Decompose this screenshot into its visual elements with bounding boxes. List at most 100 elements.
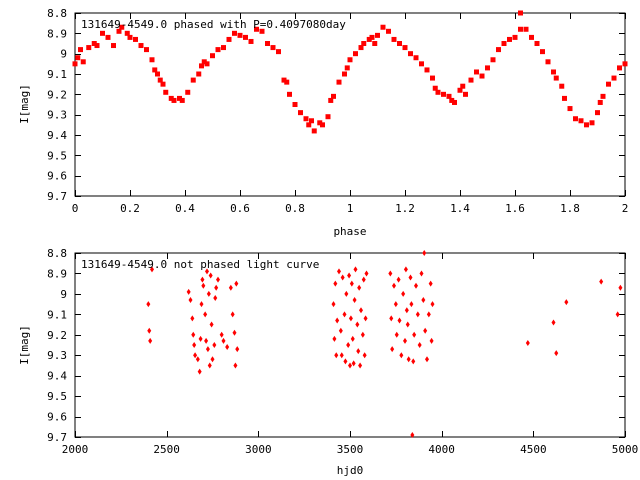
data-point (518, 10, 523, 16)
data-point (179, 97, 185, 103)
data-point (207, 362, 212, 369)
data-point (409, 301, 414, 308)
data-point (369, 34, 375, 40)
data-point (397, 317, 402, 324)
data-point (393, 301, 398, 308)
data-point (214, 284, 219, 291)
data-point (72, 61, 78, 67)
data-point (402, 45, 408, 51)
data-point (449, 97, 455, 103)
data-point (618, 284, 623, 291)
data-point (397, 41, 402, 46)
data-point (595, 110, 600, 116)
data-point (133, 36, 138, 42)
data-point (346, 342, 351, 348)
data-point (408, 274, 413, 281)
y-axis-ticks: 8.8 8.9 9 9.1 9.2 9.3 9.4 9.5 9.6 9.7 (47, 7, 625, 203)
data-point (350, 335, 355, 342)
data-point (232, 329, 237, 336)
data-point (196, 71, 202, 77)
data-point (389, 315, 394, 322)
data-point (597, 99, 603, 105)
x-tick-label: 0.6 (230, 202, 250, 215)
data-point (399, 352, 404, 359)
data-point (94, 43, 100, 49)
data-point (429, 337, 434, 344)
data-point (622, 61, 628, 67)
x-tick-label: 4000 (428, 443, 455, 456)
data-point (309, 118, 314, 124)
y-tick-label: 9.3 (47, 349, 67, 362)
unphased-light-curve-plot: 2000 2500 3000 3500 4000 4500 5000 8.8 8.9 9 9.1 9… (18, 247, 638, 477)
data-point (479, 73, 485, 79)
data-point (351, 360, 356, 367)
data-point (348, 315, 353, 322)
data-point (201, 282, 206, 289)
data-point (119, 24, 125, 30)
data-point (186, 288, 191, 295)
data-point (337, 268, 341, 275)
data-point (534, 41, 540, 46)
data-point (195, 356, 200, 363)
data-point (212, 342, 217, 348)
data-point (344, 290, 349, 297)
data-point (203, 311, 208, 318)
data-point (441, 91, 446, 97)
data-point (157, 77, 163, 83)
data-point (419, 270, 424, 277)
data-point (551, 319, 556, 326)
data-point (205, 268, 209, 275)
x-axis-ticks: 2000 2500 3000 3500 4000 4500 5000 (62, 253, 638, 456)
data-point (375, 32, 380, 38)
data-point (413, 55, 419, 61)
data-point (615, 311, 620, 318)
data-point (380, 24, 386, 30)
data-point (201, 59, 207, 65)
data-point (496, 47, 501, 53)
y-tick-label: 9.6 (47, 170, 67, 183)
data-point (298, 110, 303, 116)
data-point (362, 352, 367, 359)
data-point (237, 32, 243, 38)
data-point (361, 41, 367, 46)
data-point (403, 337, 407, 344)
data-point (191, 331, 196, 338)
data-point (225, 344, 230, 351)
data-point (199, 301, 204, 308)
y-axis-label: I[mag] (18, 325, 31, 365)
y-tick-label: 8.8 (47, 7, 67, 20)
y-tick-label: 9.4 (47, 370, 67, 383)
data-point (347, 57, 353, 63)
data-point (518, 26, 523, 32)
data-point (347, 272, 352, 279)
data-point (193, 352, 198, 359)
data-point (584, 122, 589, 128)
data-point (205, 346, 210, 353)
data-point (490, 57, 496, 63)
data-point (363, 315, 368, 322)
data-point (216, 276, 220, 283)
data-point (160, 81, 166, 87)
y-tick-label: 9.2 (47, 88, 67, 101)
data-point (372, 41, 378, 46)
data-point (265, 41, 270, 46)
x-tick-label: 1.2 (395, 202, 415, 215)
data-point (306, 122, 312, 128)
data-point (529, 34, 534, 40)
data-point (340, 274, 345, 281)
data-point (331, 93, 336, 99)
data-point (171, 97, 177, 103)
data-point (215, 47, 221, 53)
data-point (221, 45, 226, 51)
data-point (78, 47, 83, 53)
data-point (192, 342, 197, 348)
data-point (155, 71, 160, 77)
data-point (148, 337, 153, 344)
data-point (270, 45, 276, 51)
data-point (410, 431, 415, 438)
data-point (421, 297, 426, 304)
data-point (339, 352, 344, 359)
data-point (226, 36, 232, 42)
data-point (338, 327, 343, 334)
data-point (352, 297, 357, 304)
